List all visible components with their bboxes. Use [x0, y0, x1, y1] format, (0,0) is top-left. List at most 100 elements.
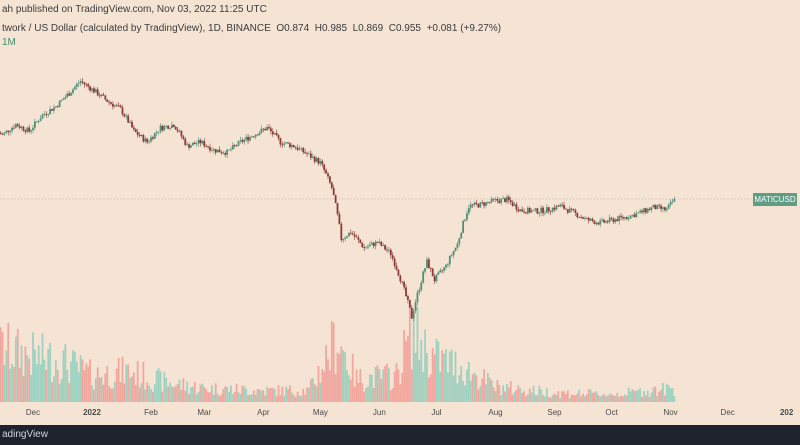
volume-bar: [142, 361, 145, 402]
candle-body: [530, 210, 533, 213]
candle-body: [464, 219, 466, 221]
candle-body: [209, 147, 211, 151]
candle-body: [466, 213, 468, 220]
volume-bar: [426, 353, 428, 402]
candle-body: [355, 236, 358, 238]
candle-body: [96, 89, 99, 96]
candle-body: [285, 142, 288, 144]
candle-body: [321, 161, 324, 165]
candle-body: [245, 136, 248, 140]
candle-body: [595, 222, 598, 224]
candle-body: [447, 264, 449, 266]
candle-body: [486, 202, 489, 203]
volume-bar: [152, 391, 154, 402]
candle-body: [646, 208, 649, 213]
candle-body: [477, 203, 480, 208]
volume-bar: [486, 372, 489, 402]
volume-bar: [407, 335, 409, 402]
candle-body: [414, 302, 417, 311]
candle-body: [652, 204, 655, 208]
volume-bar: [290, 392, 293, 402]
tradingview-brand[interactable]: adingView: [2, 429, 48, 440]
volume-bar: [370, 374, 373, 402]
candle-body: [641, 210, 643, 213]
volume-bar: [646, 390, 649, 402]
candle-body: [557, 205, 560, 207]
candle-body: [72, 89, 74, 93]
candle-body: [614, 219, 617, 223]
candle-body: [549, 211, 552, 213]
volume-bar: [13, 366, 15, 402]
volume-bar: [481, 378, 484, 402]
candle-body: [528, 207, 531, 213]
volume-bar: [456, 383, 459, 402]
volume-bar: [635, 390, 638, 402]
volume-bar: [447, 372, 449, 402]
candle-body: [270, 128, 272, 132]
candle-body: [273, 132, 276, 135]
candle-body: [665, 208, 668, 211]
volume-bar: [334, 374, 337, 402]
volume-bar: [414, 353, 417, 402]
volume-bar: [332, 322, 335, 402]
candle-body: [578, 217, 581, 218]
volume-bar: [45, 369, 48, 402]
volume-bar: [262, 390, 265, 402]
candle-body: [184, 138, 187, 145]
volume-bar: [317, 366, 320, 402]
volume-bar: [258, 389, 261, 402]
volume-bar: [427, 377, 430, 402]
volume-bar: [281, 386, 284, 402]
candle-body: [445, 264, 447, 268]
volume-bar: [186, 381, 189, 402]
candle-body: [0, 132, 2, 135]
volume-bar: [159, 370, 162, 402]
volume-bar: [433, 354, 436, 402]
candle-body: [551, 207, 554, 212]
volume-bar: [325, 345, 327, 402]
candle-body: [155, 132, 158, 134]
volume-bar: [620, 395, 622, 402]
candle-body: [311, 156, 314, 158]
volume-bar: [163, 371, 166, 402]
candle-body: [309, 153, 312, 158]
volume-bar: [174, 385, 177, 402]
candle-body: [403, 281, 406, 288]
candle-body: [427, 259, 430, 269]
volume-bar: [96, 367, 99, 402]
volume-bar: [22, 376, 25, 402]
candle-body: [433, 276, 436, 282]
candle-body: [633, 214, 636, 218]
volume-bar: [644, 395, 647, 402]
volume-bar: [106, 366, 109, 402]
candle-body: [51, 109, 53, 111]
candle-body: [5, 130, 8, 133]
candle-body: [70, 92, 72, 96]
candle-body: [195, 143, 198, 145]
candle-body: [58, 100, 61, 107]
candle-body: [422, 271, 425, 283]
volume-bar: [386, 363, 388, 402]
candle-body: [372, 242, 375, 247]
x-tick-label: 202: [780, 408, 794, 417]
candle-body: [502, 198, 504, 200]
candle-body: [604, 221, 607, 223]
candle-body: [102, 94, 105, 96]
candle-body: [606, 221, 609, 223]
volume-bar: [654, 386, 657, 402]
volume-bar: [54, 360, 57, 402]
volume-bar: [197, 391, 200, 402]
volume-bar: [195, 394, 198, 402]
volume-bar: [671, 388, 674, 402]
candle-body: [300, 147, 303, 149]
volume-bar: [98, 377, 101, 402]
candle-body: [618, 215, 621, 222]
volume-bar: [165, 377, 168, 402]
volume-bar: [616, 393, 619, 402]
x-tick-label: Apr: [257, 408, 270, 417]
volume-bar: [549, 397, 552, 402]
volume-bar: [289, 385, 291, 402]
volume-bar: [73, 351, 76, 402]
candle-body: [663, 207, 666, 211]
